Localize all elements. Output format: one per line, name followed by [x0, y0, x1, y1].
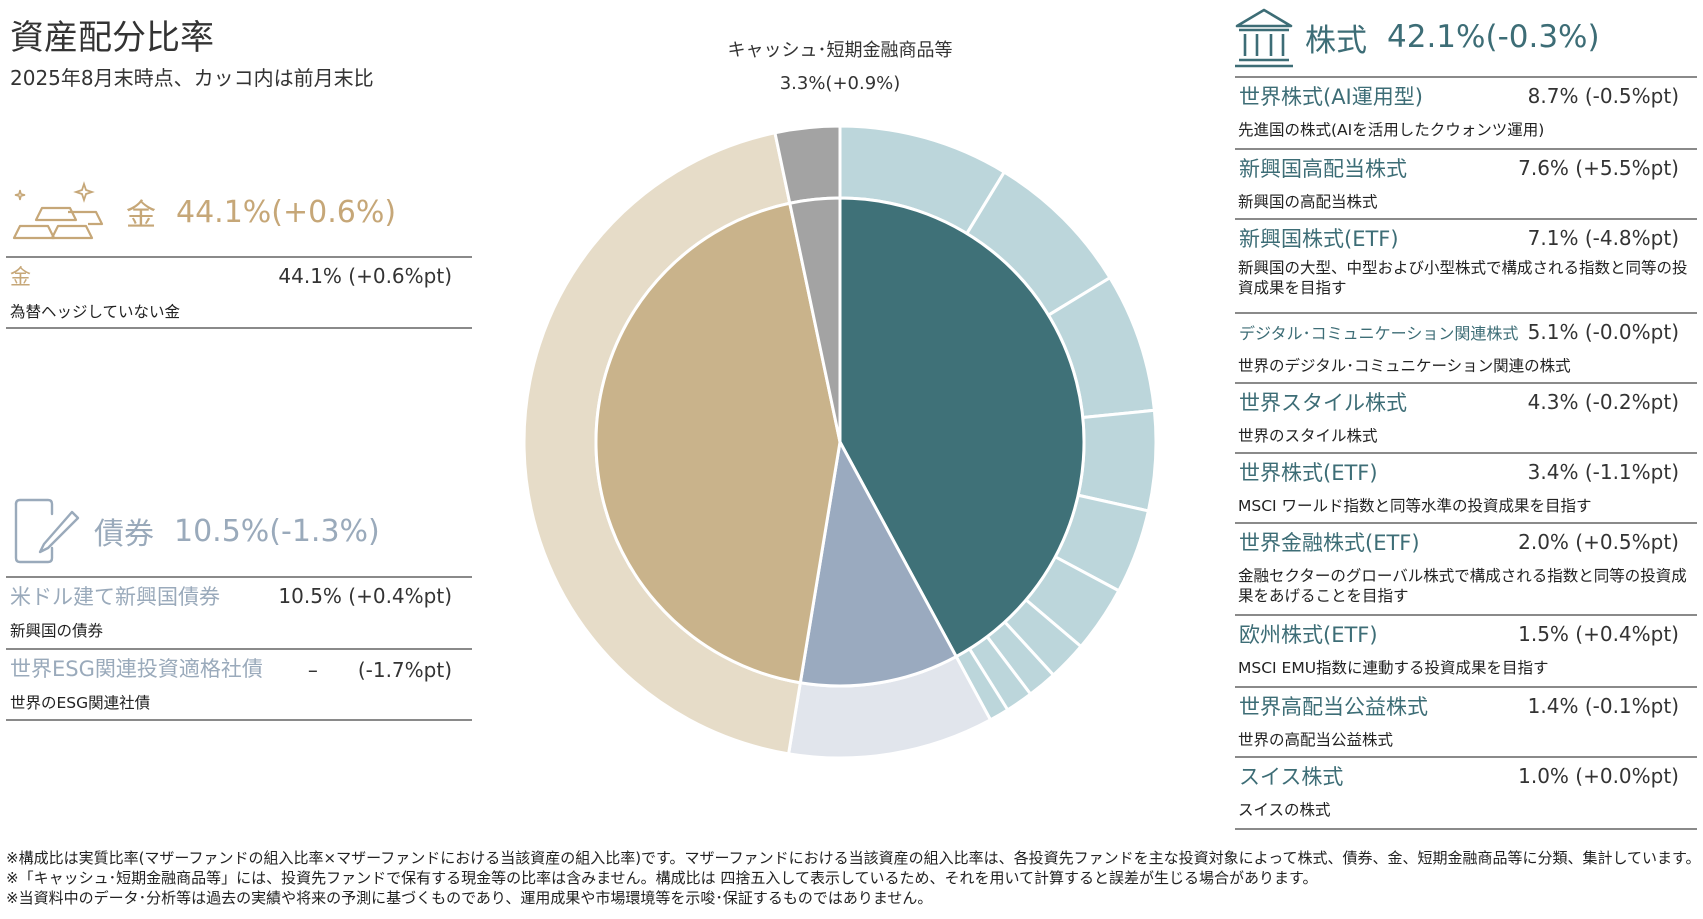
stock-item-value: 3.4% (-1.1%pt)	[1527, 460, 1679, 484]
stock-item-desc: 先進国の株式(AIを活用したクウォンツ運用)	[1238, 121, 1545, 139]
footnotes: ※構成比は実質比率(マザーファンドの組入比率×マザーファンドにおける当該資産の組…	[6, 848, 1701, 908]
bank-building-icon	[1235, 8, 1293, 68]
gold-header: 金 44.1%(+0.6%)	[12, 180, 396, 244]
stock-item-value: 8.7% (-0.5%pt)	[1527, 84, 1679, 108]
stock-item-label: 世界スタイル株式	[1239, 391, 1407, 415]
bond-item-desc: 新興国の債券	[10, 622, 104, 640]
stock-item-desc: 新興国の高配当株式	[1238, 193, 1378, 211]
stock-item-label: スイス株式	[1239, 765, 1344, 789]
stock-item-row: 新興国株式(ETF) 7.1% (-4.8%pt)	[1235, 218, 1697, 256]
stock-item-desc: 世界の高配当公益株式	[1238, 731, 1394, 749]
inner-ring-slice	[594, 201, 842, 685]
gold-item-label: 金	[10, 265, 31, 289]
gold-bars-icon	[12, 181, 104, 240]
stock-item-value: 4.3% (-0.2%pt)	[1527, 390, 1679, 414]
stock-item-row: 世界高配当公益株式 1.4% (-0.1%pt)	[1235, 686, 1697, 724]
stock-item-label: 新興国株式(ETF)	[1239, 227, 1399, 251]
inner-ring-slice	[787, 196, 842, 443]
bond-item-desc: 世界のESG関連社債	[10, 694, 151, 712]
bond-item-value: – (-1.7%pt)	[307, 657, 452, 682]
stock-item-row: 世界金融株式(ETF) 2.0% (+0.5%pt)	[1235, 522, 1697, 560]
bond-item-label: 世界ESG関連投資適格社債	[10, 657, 263, 681]
gold-divider	[6, 327, 472, 329]
bond-item-label: 米ドル建て新興国債券	[10, 585, 220, 609]
cash-value: 3.3%(+0.9%)	[779, 73, 901, 94]
stocks-header: 株式 42.1%(-0.3%)	[1233, 6, 1600, 68]
stock-item-label: 世界高配当公益株式	[1239, 695, 1428, 719]
stock-item-value: 7.6% (+5.5%pt)	[1518, 156, 1679, 180]
stock-item-desc: 世界のデジタル･コミュニケーション関連の株式	[1238, 357, 1571, 375]
stock-item-desc: スイスの株式	[1238, 801, 1331, 819]
bonds-category-name: 債券	[94, 517, 154, 552]
stock-item-label: 世界株式(AI運用型)	[1239, 85, 1423, 109]
gold-item-row: 金 44.1% (+0.6%pt)	[6, 256, 472, 294]
inner-ring	[594, 196, 1086, 688]
stock-item-value: 1.0% (+0.0%pt)	[1518, 764, 1679, 788]
stock-item-desc: 新興国の大型、中型および小型株式で構成される指数と同等の投資成果を目指す	[1238, 259, 1688, 297]
stock-item-value: 5.1% (-0.0%pt)	[1527, 320, 1679, 344]
bond-item-row: 世界ESG関連投資適格社債 – (-1.7%pt)	[6, 648, 472, 686]
stock-item-label: 欧州株式(ETF)	[1239, 623, 1378, 647]
gold-item-value: 44.1% (+0.6%pt)	[278, 264, 452, 288]
stock-item-row: 世界株式(AI運用型) 8.7% (-0.5%pt)	[1235, 76, 1697, 114]
outer-ring-slice	[1076, 408, 1158, 513]
inner-ring-slice	[838, 196, 1086, 659]
stock-item-desc: 金融セクターのグローバル株式で構成される指数と同等の投資成果をあげることを目指す	[1238, 567, 1687, 605]
footnote-1: ※構成比は実質比率(マザーファンドの組入比率×マザーファンドにおける当該資産の組…	[6, 849, 1701, 887]
stock-item-value: 2.0% (+0.5%pt)	[1518, 530, 1679, 554]
stock-item-value: 7.1% (-4.8%pt)	[1527, 226, 1679, 250]
footnote-2: ※当資料中のデータ･分析等は過去の実績や将来の予測に基づくものであり、運用成果や…	[6, 889, 933, 907]
stock-item-row: デジタル･コミュニケーション関連株式 5.1% (-0.0%pt)	[1235, 312, 1697, 350]
stock-item-label: デジタル･コミュニケーション関連株式	[1239, 324, 1519, 343]
stock-item-label: 世界金融株式(ETF)	[1239, 531, 1420, 555]
stocks-category-name: 株式	[1305, 22, 1367, 59]
stock-item-value: 1.5% (+0.4%pt)	[1518, 622, 1679, 646]
stock-item-label: 世界株式(ETF)	[1239, 461, 1378, 485]
page-title: 資産配分比率	[10, 18, 214, 58]
stock-item-value: 1.4% (-0.1%pt)	[1527, 694, 1679, 718]
stock-item-desc: MSCI ワールド指数と同等水準の投資成果を目指す	[1238, 497, 1592, 515]
gold-category-pct: 44.1%(+0.6%)	[176, 194, 397, 230]
stock-item-desc: MSCI EMU指数に連動する投資成果を目指す	[1238, 659, 1549, 677]
page-subtitle: 2025年8月末時点、カッコ内は前月末比	[10, 66, 374, 90]
stock-item-desc: 世界のスタイル株式	[1238, 427, 1378, 445]
bond-item-row: 米ドル建て新興国債券 10.5% (+0.4%pt)	[6, 576, 472, 614]
bonds-header: 債券 10.5%(-1.3%)	[12, 498, 380, 564]
stocks-category-pct: 42.1%(-0.3%)	[1387, 19, 1600, 55]
stock-item-row: 欧州株式(ETF) 1.5% (+0.4%pt)	[1235, 614, 1697, 652]
cash-label: キャッシュ･短期金融商品等	[727, 40, 953, 61]
outer-ring	[522, 124, 1158, 760]
stocks-divider	[1235, 828, 1697, 830]
bond-item-value: 10.5% (+0.4%pt)	[278, 584, 452, 608]
gold-item-desc: 為替ヘッジしていない金	[10, 303, 181, 321]
stock-item-row: 新興国高配当株式 7.6% (+5.5%pt)	[1235, 148, 1697, 186]
stock-item-row: 世界株式(ETF) 3.4% (-1.1%pt)	[1235, 452, 1697, 490]
asset-allocation-donut-chart	[522, 124, 1158, 760]
stock-item-row: スイス株式 1.0% (+0.0%pt)	[1235, 756, 1697, 794]
gold-category-name: 金	[126, 198, 156, 233]
bonds-category-pct: 10.5%(-1.3%)	[174, 513, 380, 549]
stock-item-label: 新興国高配当株式	[1239, 157, 1407, 181]
bonds-divider	[6, 719, 472, 721]
stock-item-row: 世界スタイル株式 4.3% (-0.2%pt)	[1235, 382, 1697, 420]
document-pen-icon	[14, 498, 80, 564]
